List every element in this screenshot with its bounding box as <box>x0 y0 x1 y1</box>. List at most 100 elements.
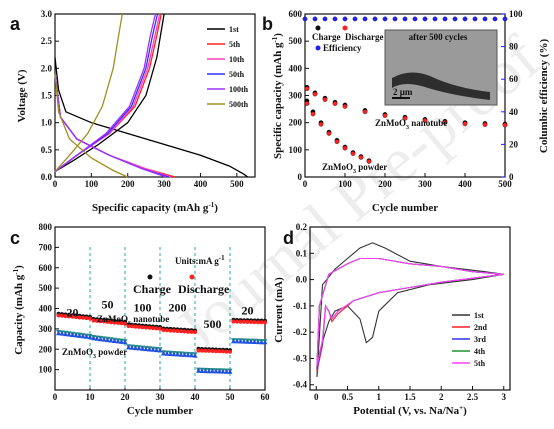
nanotube-discharge-point <box>84 316 89 321</box>
powder-discharge-point <box>157 348 163 353</box>
powder-discharge-point <box>262 339 268 345</box>
x-tick-label: 2 <box>439 392 444 402</box>
powder-discharge-point <box>234 338 240 344</box>
powder-discharge-point <box>119 339 124 344</box>
data-point-Efficiency <box>332 16 338 22</box>
data-point-Discharge <box>422 118 428 123</box>
powder-discharge-point <box>87 334 93 340</box>
data-point-Efficiency <box>302 16 308 22</box>
nanotube-discharge-point <box>98 319 103 324</box>
y-tick-label: -0.4 <box>293 380 308 390</box>
x-axis-label: Cycle number <box>127 405 193 417</box>
legend-label: 4th <box>474 347 486 356</box>
powder-discharge-point <box>108 338 114 343</box>
x-tick-label: 1 <box>377 392 382 402</box>
powder-discharge-point <box>178 352 184 357</box>
legend-label-charge: Charge <box>312 32 341 42</box>
nanotube-discharge-point <box>175 329 180 333</box>
nanotube-discharge-point <box>228 349 232 354</box>
nanotube-discharge-point <box>70 314 75 319</box>
y-tick-label: 0.1 <box>296 248 308 258</box>
powder-discharge-point <box>175 351 180 357</box>
data-point-powder-discharge <box>318 121 324 127</box>
data-point-Discharge <box>462 121 468 127</box>
powder-discharge-point <box>185 352 191 358</box>
y-tick-label: 2.5 <box>41 36 53 46</box>
powder-discharge-point <box>203 368 208 374</box>
powder-discharge-point <box>161 351 166 356</box>
nanotube-discharge-point <box>259 320 264 325</box>
rate-label: 100 <box>134 300 152 314</box>
nanotube-discharge-point <box>207 348 211 353</box>
inset-caption: after 500 cycles <box>409 32 468 42</box>
x-tick-label: 2.5 <box>467 392 479 402</box>
powder-discharge-point <box>112 338 117 343</box>
powder-discharge-point <box>199 368 205 373</box>
nanotube-discharge-point <box>256 320 260 325</box>
powder-discharge-point <box>77 333 82 338</box>
legend-label: 1st <box>474 311 484 320</box>
x-tick-label: 300 <box>418 179 432 189</box>
powder-discharge-point <box>164 351 170 356</box>
powder-discharge-point <box>192 353 198 358</box>
x-tick-label: 100 <box>85 179 99 189</box>
powder-discharge-point <box>126 344 131 350</box>
x-tick-label: 40 <box>191 392 201 402</box>
data-point-Discharge <box>362 109 368 115</box>
y-axis-label: Specific capacity (mAh g-1) <box>271 33 284 159</box>
cv-curve-1st <box>316 242 504 377</box>
x-tick-label: 30 <box>156 392 166 402</box>
powder-discharge-point <box>210 368 215 374</box>
y-tick-label: 500 <box>39 283 53 293</box>
y-tick-label: 1.0 <box>41 118 53 128</box>
nanotube-discharge-point <box>200 348 204 353</box>
powder-discharge-point <box>115 338 121 344</box>
legend-label: 1st <box>229 25 239 34</box>
powder-discharge-point <box>80 333 86 339</box>
nanotube-discharge-point <box>238 319 243 324</box>
data-point-Efficiency <box>432 16 438 22</box>
y-tick-label: -0.2 <box>293 327 308 337</box>
nanotube-discharge-point <box>196 348 201 353</box>
x-tick-label: 0 <box>53 392 58 402</box>
powder-discharge-point <box>101 337 107 342</box>
annotation-powder: ZnMoO3 powder <box>62 347 127 360</box>
powder-discharge-point <box>255 339 261 345</box>
data-point-Discharge <box>322 97 328 102</box>
powder-discharge-point <box>238 339 243 344</box>
y-tick-label: 700 <box>39 242 53 252</box>
nanotube-discharge-point <box>182 329 187 334</box>
nanotube-discharge-point <box>224 349 229 354</box>
x-tick-label: 300 <box>157 179 171 189</box>
nanotube-discharge-point <box>214 349 218 354</box>
y-tick-label: 1.5 <box>41 91 53 101</box>
panel-label-b: b <box>262 14 273 34</box>
nanotube-discharge-point <box>231 319 236 324</box>
legend-label-discharge: Discharge <box>345 32 384 42</box>
powder-discharge-point <box>252 339 257 344</box>
data-point-powder-discharge <box>366 159 372 164</box>
curve-100th-charge <box>54 13 157 173</box>
powder-discharge-point <box>136 345 142 351</box>
data-point-Efficiency <box>372 16 378 22</box>
y-tick-label: 0.5 <box>41 145 53 155</box>
nanotube-discharge-point <box>203 348 208 353</box>
x-tick-label: 0.5 <box>342 392 354 402</box>
rate-label: 20 <box>242 304 254 318</box>
powder-discharge-point <box>259 339 264 345</box>
legend-label: 500th <box>229 100 249 109</box>
y-tick-label: 0 <box>298 172 303 182</box>
legend-label: 50th <box>229 70 245 79</box>
legend-label: 10th <box>229 55 245 64</box>
nanotube-discharge-point <box>126 324 131 328</box>
data-point-Efficiency <box>492 16 498 22</box>
nanotube-image <box>392 72 490 100</box>
powder-discharge-point <box>105 337 110 343</box>
data-point-Efficiency <box>322 16 328 22</box>
nanotube-discharge-point <box>165 328 169 333</box>
y-tick-label: 300 <box>289 91 303 101</box>
nanotube-discharge-point <box>158 326 162 331</box>
cv-curve-5th <box>316 257 504 367</box>
nanotube-discharge-point <box>105 319 110 324</box>
y-axis-label: Voltage (V) <box>16 69 28 122</box>
